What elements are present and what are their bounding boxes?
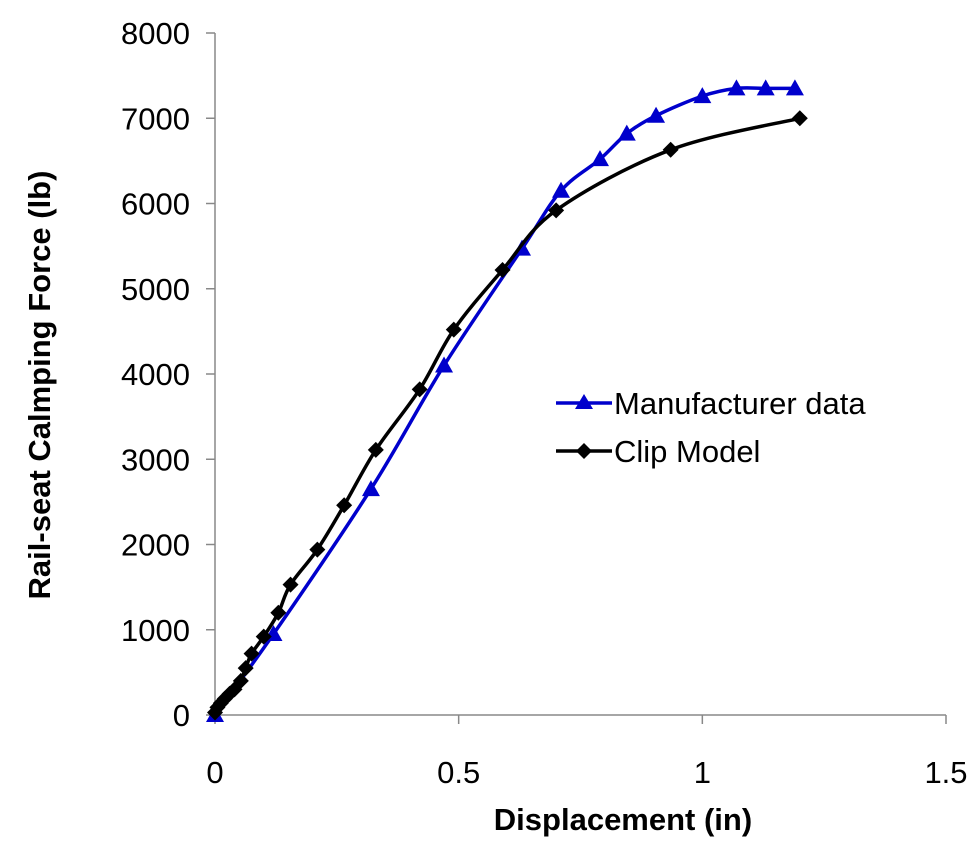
data-point-diamond bbox=[232, 672, 249, 689]
y-axis-title: Rail-seat Calmping Force (lb) bbox=[22, 171, 57, 600]
y-tick-label: 1000 bbox=[121, 613, 190, 648]
series-clip-model bbox=[207, 110, 808, 721]
legend-label-clip-model: Clip Model bbox=[614, 434, 760, 469]
tick-marks bbox=[206, 32, 947, 724]
data-point-diamond bbox=[309, 541, 326, 558]
data-point-triangle bbox=[590, 150, 609, 167]
x-tick-label: 1 bbox=[694, 755, 711, 790]
data-point-diamond bbox=[662, 141, 679, 158]
legend-label-manufacturer-data: Manufacturer data bbox=[614, 386, 866, 421]
legend-marker-triangle bbox=[575, 394, 593, 409]
data-point-triangle bbox=[617, 124, 636, 141]
data-point-diamond bbox=[445, 321, 462, 338]
data-point-diamond bbox=[237, 660, 254, 677]
data-point-diamond bbox=[282, 576, 299, 593]
data-point-triangle bbox=[785, 79, 804, 96]
data-point-triangle bbox=[693, 87, 712, 104]
data-point-diamond bbox=[411, 381, 428, 398]
data-point-diamond bbox=[255, 628, 272, 645]
x-axis-title: Displacement (in) bbox=[494, 802, 752, 837]
x-tick-label: 1.5 bbox=[924, 755, 967, 790]
legend-item-clip-model: Clip Model bbox=[556, 434, 760, 469]
y-tick-label: 3000 bbox=[121, 442, 190, 477]
y-tick-label: 6000 bbox=[121, 187, 190, 222]
data-point-diamond bbox=[336, 497, 353, 514]
y-tick-label: 4000 bbox=[121, 357, 190, 392]
y-tick-label: 0 bbox=[173, 698, 190, 733]
data-point-triangle bbox=[727, 79, 746, 96]
data-point-triangle bbox=[552, 181, 571, 198]
data-point-diamond bbox=[548, 202, 565, 219]
series-layer bbox=[206, 79, 808, 722]
data-point-diamond bbox=[270, 604, 287, 621]
x-tick-label: 0.5 bbox=[437, 755, 480, 790]
data-point-triangle bbox=[435, 356, 454, 373]
data-point-diamond bbox=[494, 261, 511, 278]
y-tick-label: 5000 bbox=[121, 272, 190, 307]
data-point-diamond bbox=[367, 441, 384, 458]
legend: Manufacturer data Clip Model bbox=[556, 386, 866, 469]
y-tick-label: 7000 bbox=[121, 101, 190, 136]
x-tick-label: 0 bbox=[206, 755, 223, 790]
legend-marker-diamond bbox=[576, 443, 592, 459]
axes bbox=[214, 33, 946, 716]
legend-item-manufacturer-data: Manufacturer data bbox=[556, 386, 866, 421]
data-point-diamond bbox=[791, 110, 808, 127]
data-point-triangle bbox=[361, 480, 380, 497]
y-tick-label: 2000 bbox=[121, 528, 190, 563]
series-manufacturer-data bbox=[206, 79, 804, 722]
data-point-diamond bbox=[243, 645, 260, 662]
data-point-triangle bbox=[647, 106, 666, 123]
y-tick-label: 8000 bbox=[121, 16, 190, 51]
tick-labels: 0 1000 2000 3000 4000 5000 6000 7000 8000 0 0.5 1 1.… bbox=[121, 16, 968, 790]
data-point-triangle bbox=[756, 79, 775, 96]
